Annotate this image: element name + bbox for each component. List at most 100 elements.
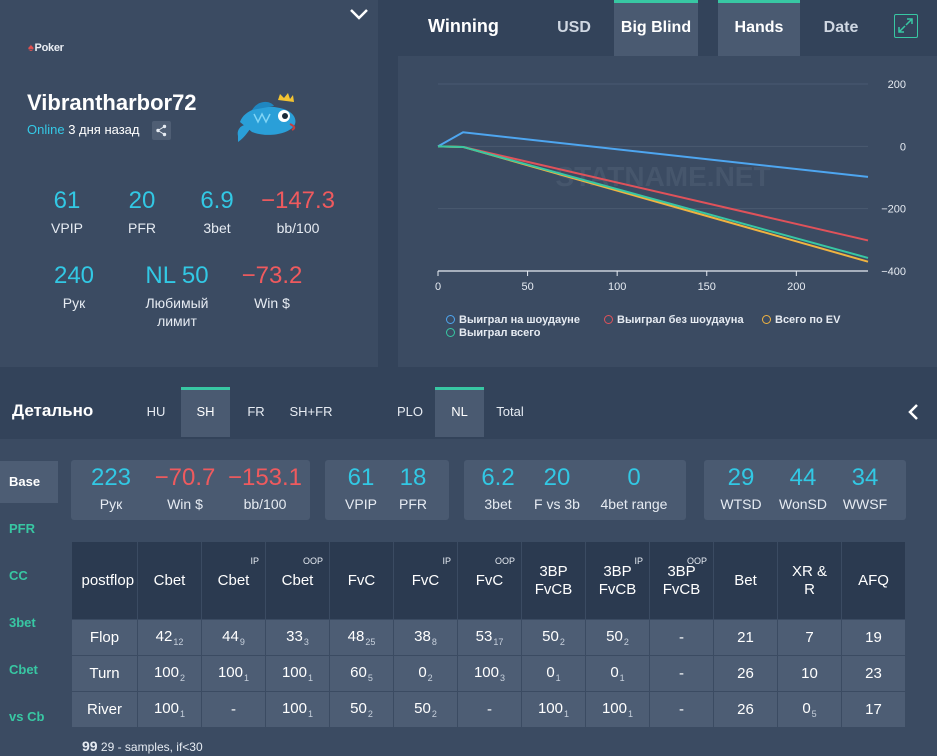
stat-cell: 502	[329, 691, 394, 728]
stat-cell: 502	[585, 619, 650, 656]
stat-cell: 333	[265, 619, 330, 656]
tab-date[interactable]: Date	[823, 19, 859, 36]
position-tag: OOP	[686, 556, 707, 566]
stat-cell: 26	[713, 691, 778, 728]
stat-label: PFR	[128, 220, 156, 236]
stat-label: Win $	[254, 295, 290, 311]
stat-cell: 10	[777, 655, 842, 692]
sample-count: 17	[493, 637, 504, 647]
sample-count: 25	[365, 637, 376, 647]
side-tab-base[interactable]: Base	[0, 461, 58, 503]
legend-label: Всего по EV	[775, 314, 841, 326]
position-tag: IP	[634, 556, 643, 566]
winning-chart-panel: Winning USD Big Blind Hands Date STATNAM…	[398, 0, 937, 367]
stat-cell: 1003	[457, 655, 522, 692]
series-line-3	[437, 145, 869, 259]
street-cell: River	[71, 691, 138, 728]
sample-count: 5	[811, 709, 817, 719]
legend-dot-icon	[446, 328, 455, 337]
side-tab-3bet[interactable]: 3bet	[9, 615, 36, 630]
stat-cell: 01	[521, 655, 586, 692]
chevron-down-icon[interactable]	[348, 5, 370, 23]
summary-stat: 6.2 3bet	[481, 464, 515, 512]
side-tab-cbet[interactable]: Cbet	[9, 662, 38, 677]
sample-count: 2	[180, 673, 186, 683]
table-row: Turn 1002 1001 1001 605 02 1003 01 01-26 10 23	[71, 655, 906, 692]
sample-count: 2	[367, 709, 373, 719]
legend-item-non-showdown[interactable]: Выиграл без шоудауна	[604, 314, 744, 326]
postflop-header-cell: XR & R	[777, 541, 842, 620]
summary-stat: 18 PFR	[399, 464, 427, 512]
tab-big-blind[interactable]: Big Blind	[614, 0, 698, 56]
legend-label: Выиграл без шоудауна	[617, 314, 744, 326]
postflop-header-cell: AFQ	[841, 541, 906, 620]
tab-plo[interactable]: PLO	[396, 404, 423, 419]
tab-hands[interactable]: Hands	[718, 0, 800, 56]
online-status: Online 3 дня назад	[27, 122, 140, 137]
postflop-header-cell: Bet	[713, 541, 778, 620]
stat-cell: 1001	[137, 691, 202, 728]
stat-cell: 449	[201, 619, 266, 656]
stat-cell: 02	[393, 655, 458, 692]
summary-box-3bet: 6.2 3bet 20 F vs 3b 0 4bet range	[464, 460, 686, 520]
postflop-header-cell: 3BP FvCB IP	[585, 541, 650, 620]
stat-cell: 502	[521, 619, 586, 656]
stat-cell: 7	[777, 619, 842, 656]
stat-vpip: 61 VPIP	[22, 186, 112, 237]
side-tab-pfr[interactable]: PFR	[9, 521, 35, 536]
x-tick-label: 50	[521, 281, 533, 293]
legend-item-showdown[interactable]: Выиграл на шоудауне	[446, 314, 580, 326]
detail-title: Детально	[12, 401, 94, 420]
chevron-left-icon[interactable]	[904, 402, 924, 422]
tab-usd[interactable]: USD	[557, 19, 591, 36]
stat-cell: 21	[713, 619, 778, 656]
y-tick-label: −400	[881, 266, 906, 278]
stat-cell: 388	[393, 619, 458, 656]
expand-icon	[898, 18, 913, 33]
summary-box-preflop: 61 VPIP 18 PFR	[325, 460, 449, 520]
sample-count: 2	[623, 637, 629, 647]
tab-hu[interactable]: HU	[146, 404, 166, 419]
expand-button[interactable]	[894, 14, 918, 38]
side-tab-cc[interactable]: CC	[9, 568, 28, 583]
stat-label: Любимый лимит	[145, 295, 209, 329]
sample-count: 2	[559, 637, 565, 647]
table-row: River 1001-1001 502 502-1001 1001-26 05 17	[71, 691, 906, 728]
position-tag: OOP	[494, 556, 515, 566]
detail-tab-bar: Детально HU SH FR SH+FR PLO NL Total	[0, 387, 937, 439]
tab-sh[interactable]: SH	[181, 387, 230, 437]
stat-cell: -	[201, 691, 266, 728]
tab-nl[interactable]: NL	[435, 387, 484, 437]
stat-cell: 5317	[457, 619, 522, 656]
sample-count: 5	[367, 673, 373, 683]
position-tag: IP	[250, 556, 259, 566]
stat-cell: -	[457, 691, 522, 728]
postflop-header-cell: postflop	[71, 541, 138, 620]
sample-count: 2	[431, 709, 437, 719]
postflop-header-cell: FvC	[329, 541, 394, 620]
stat-favorite-limit: NL 50 Любимый лимит	[127, 261, 227, 330]
sample-count: 1	[564, 709, 570, 719]
postflop-header-cell: 3BP FvCB	[521, 541, 586, 620]
sample-count: 8	[431, 637, 437, 647]
tab-total[interactable]: Total	[496, 404, 524, 419]
street-cell: Flop	[71, 619, 138, 656]
share-icon	[156, 124, 167, 137]
stat-cell: -	[649, 691, 714, 728]
legend-item-total[interactable]: Выиграл всего	[446, 327, 540, 339]
stat-value: −73.2	[241, 262, 303, 289]
legend-dot-icon	[446, 315, 455, 324]
share-button[interactable]	[152, 121, 171, 140]
stat-cell: 05	[777, 691, 842, 728]
x-tick-label: 200	[787, 281, 805, 293]
side-tab-vs-cb[interactable]: vs Cb	[9, 709, 45, 724]
player-nickname: Vibrantharbor72	[27, 90, 197, 115]
tab-fr[interactable]: FR	[247, 404, 265, 419]
tab-sh-fr[interactable]: SH+FR	[289, 404, 333, 419]
legend-item-ev[interactable]: Всего по EV	[762, 314, 840, 326]
summary-box-hands: 223 Рук −70.7 Win $ −153.1 bb/100	[71, 460, 310, 520]
summary-stat: −70.7 Win $	[154, 464, 216, 512]
street-cell: Turn	[71, 655, 138, 692]
online-label: Online	[27, 122, 65, 137]
